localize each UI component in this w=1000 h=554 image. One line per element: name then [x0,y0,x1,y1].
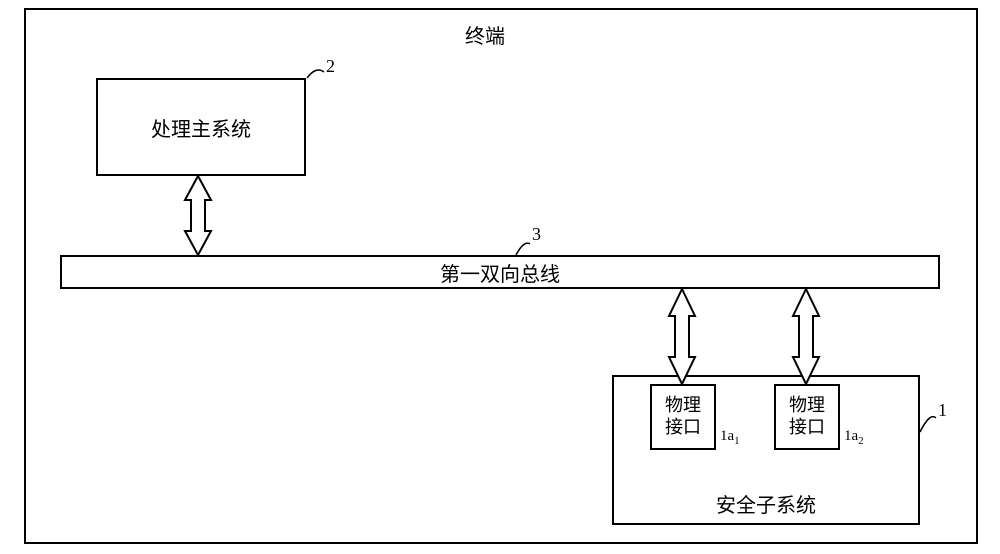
main-system-label: 处理主系统 [151,113,251,142]
callout-2: 2 [326,56,335,77]
bus-label: 第一双向总线 [440,258,560,287]
bus-box: 第一双向总线 [60,255,940,289]
phys-if-1-line2: 接口 [665,417,701,439]
subsystem-label: 安全子系统 [716,489,816,518]
phys-if-1-line1: 物理 [665,395,701,417]
phys-if-2-line2: 接口 [789,417,825,439]
callout-1a2: 1a2 [844,428,864,447]
terminal-title: 终端 [465,20,505,49]
phys-if-2-line1: 物理 [789,395,825,417]
physical-interface-2: 物理 接口 [774,384,840,450]
callout-3: 3 [532,224,541,245]
main-system-box: 处理主系统 [96,78,306,176]
callout-1: 1 [938,400,947,421]
callout-1a1: 1a1 [720,428,740,447]
physical-interface-1: 物理 接口 [650,384,716,450]
diagram-canvas: 终端 处理主系统 第一双向总线 安全子系统 物理 接口 物理 接口 2 3 1 … [0,0,1000,554]
